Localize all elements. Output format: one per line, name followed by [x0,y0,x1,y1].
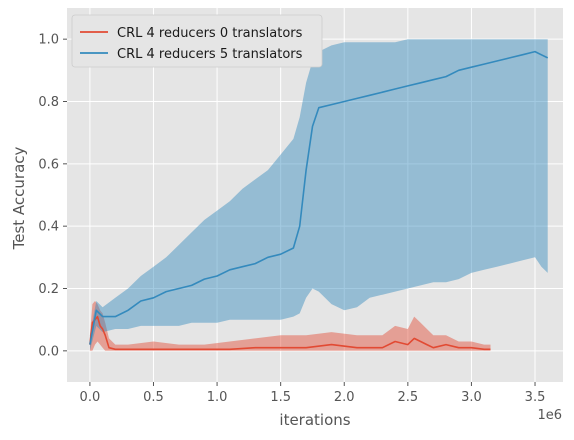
plot-area-background [67,8,563,382]
legend-box [71,14,323,68]
band-series-0 [89,301,491,351]
x-tick-label: 2.5 [397,390,418,405]
x-tick-label: 3.0 [461,390,482,405]
line-series-0 [89,315,491,351]
y-tick-label: 0.6 [38,157,59,172]
band-series-1 [89,39,548,351]
y-axis-label: Test Accuracy [10,146,28,250]
axis-ticks: 0.0 0.5 1.0 1.5 2.0 2.5 3.0 3.5 0.0 0.2 0.4 0.6 0.8 1… [38,33,545,405]
x-tick-label: 1.5 [270,390,291,405]
legend-label-series-0: CRL 4 reducers 0 translators [117,26,303,41]
series-lines [89,50,549,351]
x-axis-label: iterations [279,411,350,429]
y-tick-label: 1.0 [38,33,59,48]
x-tick-label: 0.5 [143,390,164,405]
y-tick-label: 0.0 [38,344,59,359]
y-tick-label: 0.4 [38,220,59,235]
line-series-1 [89,50,549,345]
x-tick-label: 2.0 [334,390,355,405]
x-tick-label: 0.0 [80,390,101,405]
confidence-bands [89,39,548,351]
x-tick-label: 1.0 [207,390,228,405]
x-axis-offset-label: 1e6 [537,408,562,423]
legend-label-series-1: CRL 4 reducers 5 translators [117,47,303,62]
legend: CRL 4 reducers 0 translators CRL 4 reduc… [71,14,323,68]
y-tick-label: 0.8 [38,95,59,110]
x-tick-label: 3.5 [525,390,546,405]
y-tick-label: 0.2 [38,282,59,297]
